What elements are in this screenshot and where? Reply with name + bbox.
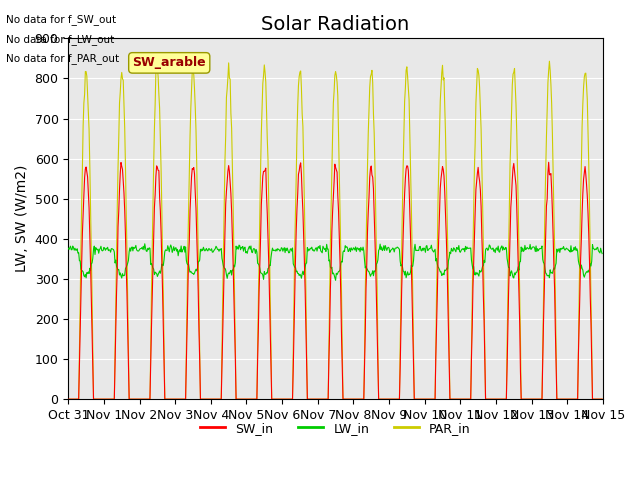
Legend: SW_in, LW_in, PAR_in: SW_in, LW_in, PAR_in xyxy=(195,417,476,440)
Text: No data for f_PAR_out: No data for f_PAR_out xyxy=(6,53,120,64)
Y-axis label: LW, SW (W/m2): LW, SW (W/m2) xyxy=(15,165,29,273)
Text: SW_arable: SW_arable xyxy=(132,56,206,70)
Title: Solar Radiation: Solar Radiation xyxy=(262,15,410,34)
Text: No data for f_SW_out: No data for f_SW_out xyxy=(6,14,116,25)
Text: No data for f_LW_out: No data for f_LW_out xyxy=(6,34,115,45)
